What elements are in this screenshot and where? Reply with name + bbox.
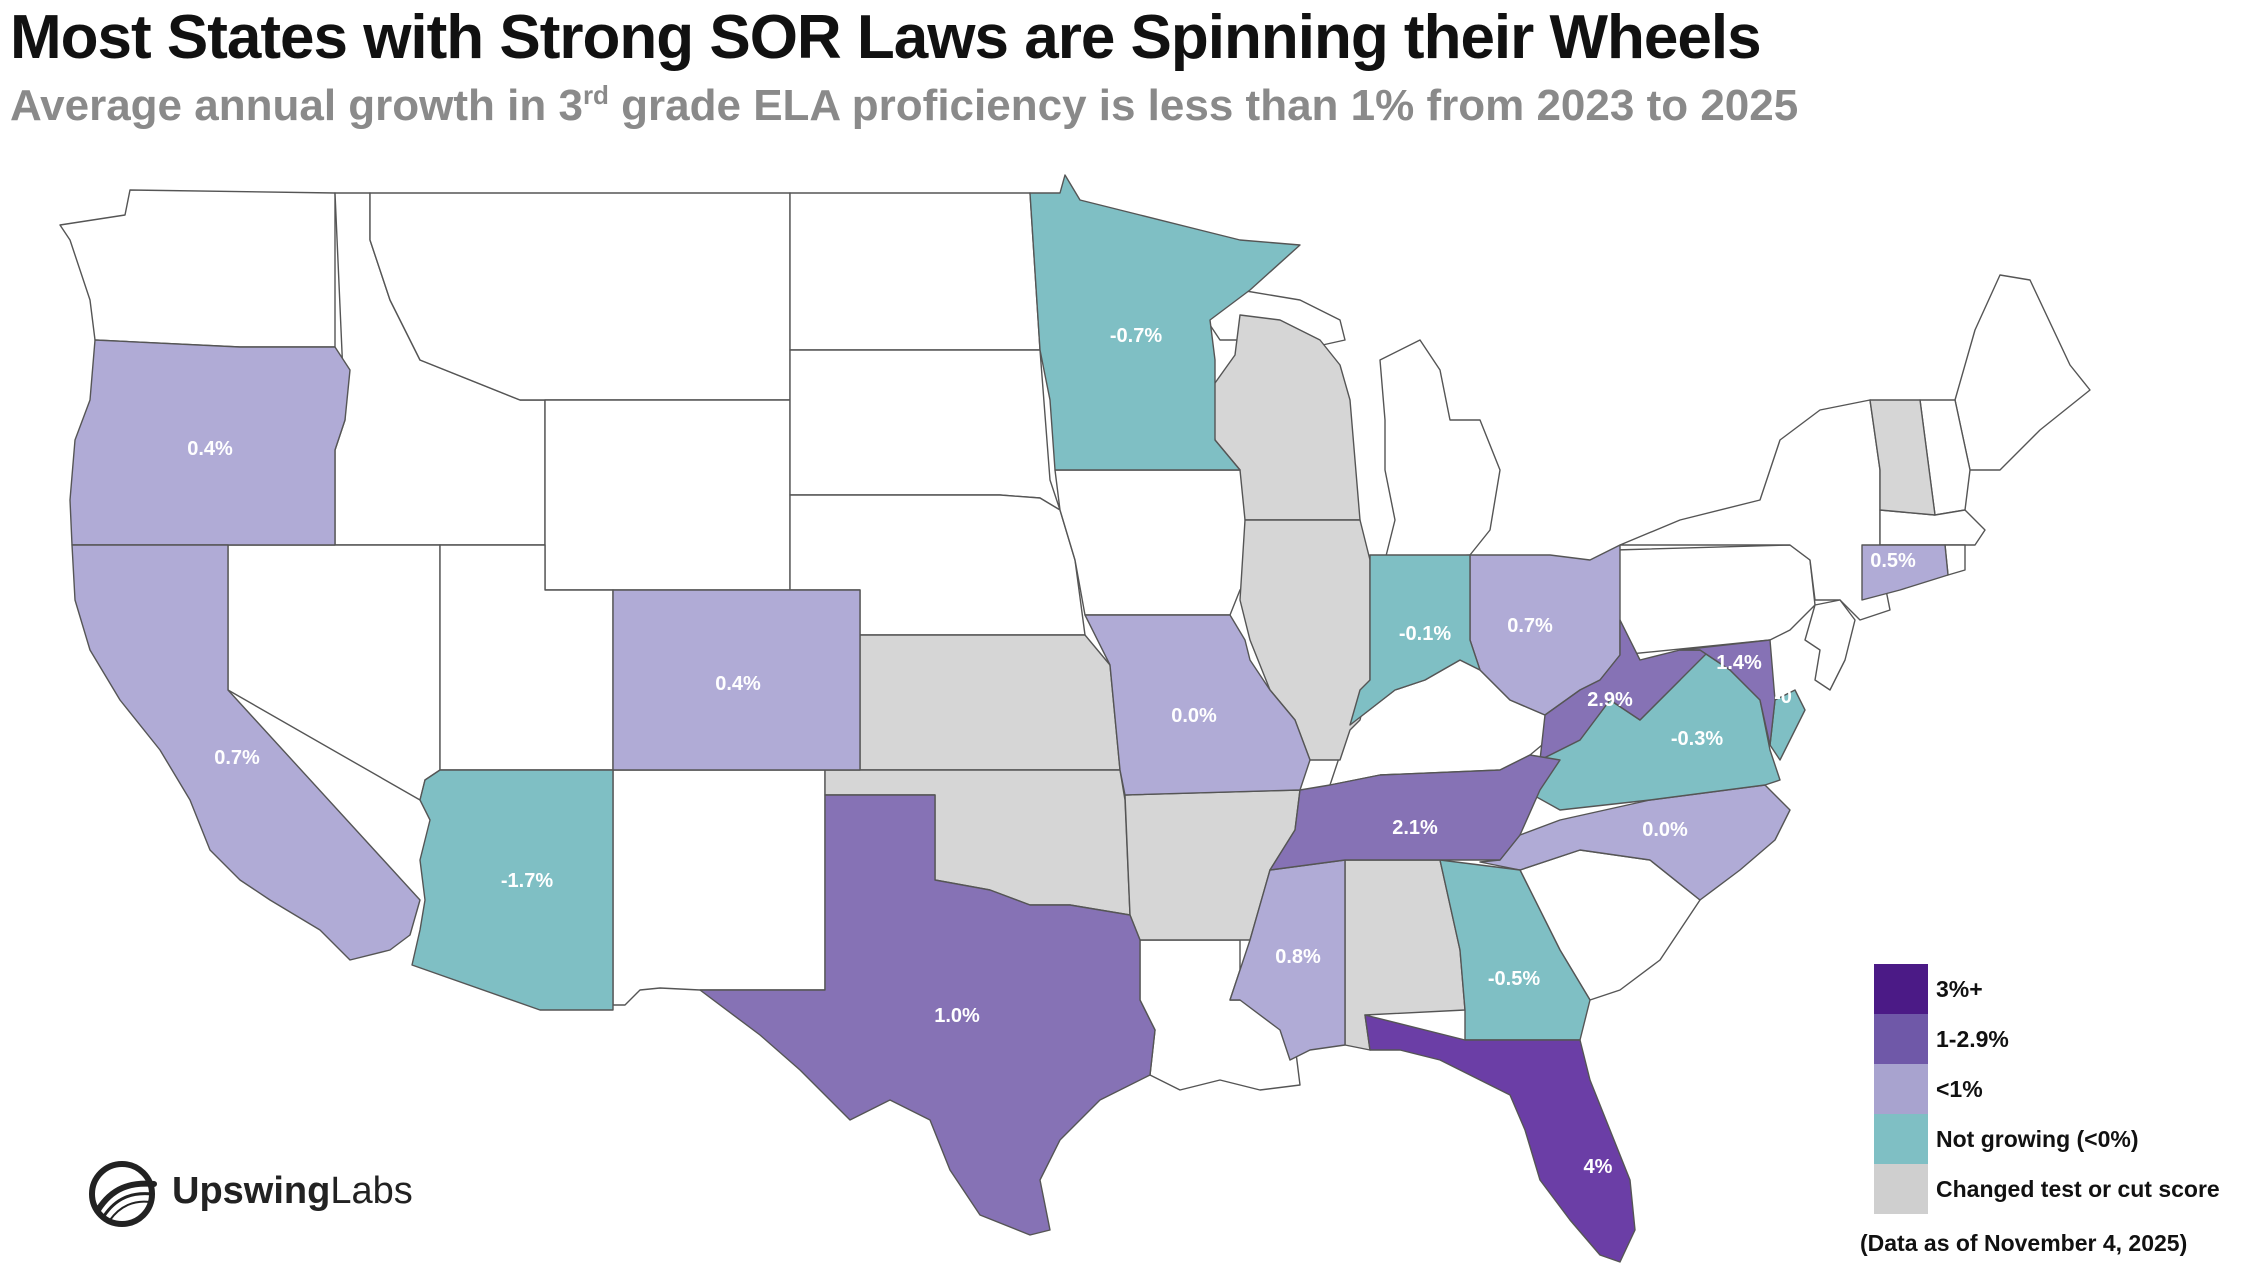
state-iowa bbox=[1054, 469, 1271, 616]
page-title: Most States with Strong SOR Laws are Spi… bbox=[10, 3, 1762, 72]
logo-brand-light: Labs bbox=[330, 1170, 413, 1212]
state-california bbox=[71, 544, 421, 961]
state-colorado bbox=[612, 589, 861, 771]
state-connecticut bbox=[1861, 544, 1949, 601]
label-oregon: 0.4% bbox=[187, 438, 233, 460]
label-mississippi: 0.8% bbox=[1275, 946, 1321, 968]
legend-label-changed: Changed test or cut score bbox=[1936, 1176, 2220, 1202]
label-missouri: 0.0% bbox=[1171, 705, 1217, 727]
state-arizona bbox=[411, 769, 614, 1011]
legend-label-lt1: <1% bbox=[1936, 1076, 1983, 1102]
state-wyoming bbox=[544, 399, 791, 591]
label-connecticut: 0.5% bbox=[1870, 550, 1916, 572]
label-indiana: -0.1% bbox=[1399, 623, 1451, 645]
label-georgia: -0.5% bbox=[1488, 968, 1540, 990]
label-delaware: -0 bbox=[1774, 686, 1792, 708]
legend-swatch-changed bbox=[1874, 1164, 1928, 1214]
legend-swatch-not-growing bbox=[1874, 1114, 1928, 1164]
state-maryland bbox=[1679, 639, 1776, 746]
label-california: 0.7% bbox=[214, 747, 260, 769]
label-ohio: 0.7% bbox=[1507, 615, 1553, 637]
logo-wordmark: UpswingLabs bbox=[172, 1170, 413, 1213]
state-washington bbox=[59, 189, 336, 348]
state-maine bbox=[1954, 274, 2091, 471]
label-north-carolina: 0.0% bbox=[1642, 819, 1688, 841]
state-kansas bbox=[859, 634, 1121, 771]
state-tennessee bbox=[1269, 754, 1561, 871]
legend-label-1-2-9: 1-2.9% bbox=[1936, 1026, 2009, 1052]
state-indiana bbox=[1349, 554, 1481, 726]
state-north-carolina bbox=[1479, 784, 1791, 901]
legend-swatch-lt1 bbox=[1874, 1064, 1928, 1114]
label-colorado: 0.4% bbox=[715, 673, 761, 695]
label-texas: 1.0% bbox=[934, 1005, 980, 1027]
legend-label-3plus: 3%+ bbox=[1936, 976, 1983, 1002]
state-pennsylvania bbox=[1614, 544, 1816, 656]
subtitle-text-end: grade ELA proficiency is less than 1% fr… bbox=[608, 81, 1799, 130]
label-arizona: -1.7% bbox=[501, 870, 553, 892]
data-date-note: (Data as of November 4, 2025) bbox=[1860, 1230, 2188, 1256]
state-missouri bbox=[1084, 614, 1311, 796]
state-new-mexico bbox=[612, 769, 826, 1006]
legend-swatch-1-2-9 bbox=[1874, 1014, 1928, 1064]
state-michigan bbox=[1199, 289, 1501, 561]
state-minnesota bbox=[1029, 174, 1301, 471]
label-maryland: 1.4% bbox=[1716, 652, 1762, 674]
state-new-jersey bbox=[1804, 599, 1856, 691]
logo-brand-bold: Upswing bbox=[172, 1170, 331, 1212]
label-virginia: -0.3% bbox=[1671, 728, 1723, 750]
label-florida: 4% bbox=[1584, 1156, 1613, 1178]
label-tennessee: 2.1% bbox=[1392, 817, 1438, 839]
state-mississippi bbox=[1229, 859, 1346, 1061]
state-vermont bbox=[1869, 399, 1936, 516]
state-north-dakota bbox=[789, 192, 1041, 351]
subtitle-text-start: Average annual growth in 3 bbox=[10, 81, 583, 130]
state-oregon bbox=[69, 339, 351, 546]
page-subtitle: Average annual growth in 3rd grade ELA p… bbox=[10, 80, 1798, 131]
state-texas bbox=[699, 794, 1156, 1236]
upswing-logo-icon bbox=[89, 1161, 157, 1227]
legend-swatch-3plus bbox=[1874, 964, 1928, 1014]
subtitle-superscript: rd bbox=[582, 80, 609, 110]
legend-label-not-growing: Not growing (<0%) bbox=[1936, 1126, 2139, 1152]
state-florida bbox=[1364, 1014, 1636, 1263]
state-south-dakota bbox=[789, 349, 1061, 511]
label-west-virginia: 2.9% bbox=[1587, 689, 1633, 711]
label-minnesota: -0.7% bbox=[1110, 325, 1162, 347]
